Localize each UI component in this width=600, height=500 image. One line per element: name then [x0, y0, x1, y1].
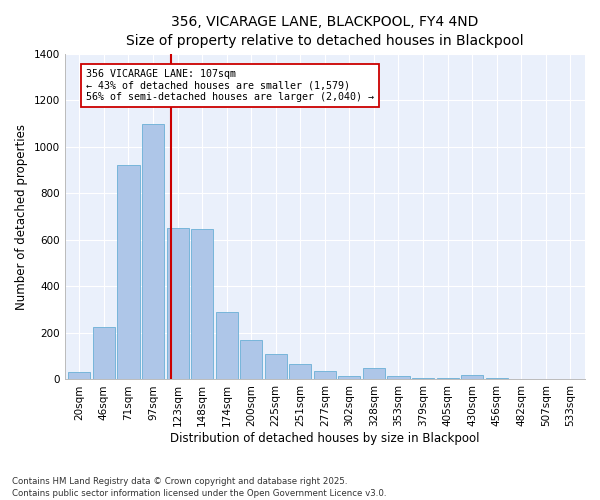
- Bar: [388, 376, 410, 380]
- Title: 356, VICARAGE LANE, BLACKPOOL, FY4 4ND
Size of property relative to detached hou: 356, VICARAGE LANE, BLACKPOOL, FY4 4ND S…: [126, 15, 524, 48]
- Bar: [215, 312, 238, 380]
- Bar: [437, 378, 458, 380]
- Bar: [118, 166, 140, 380]
- X-axis label: Distribution of detached houses by size in Blackpool: Distribution of detached houses by size …: [170, 432, 479, 445]
- Bar: [142, 124, 164, 380]
- Bar: [314, 372, 336, 380]
- Bar: [167, 228, 188, 380]
- Bar: [338, 376, 361, 380]
- Bar: [485, 378, 508, 380]
- Text: Contains HM Land Registry data © Crown copyright and database right 2025.
Contai: Contains HM Land Registry data © Crown c…: [12, 476, 386, 498]
- Bar: [240, 340, 262, 380]
- Bar: [363, 368, 385, 380]
- Bar: [289, 364, 311, 380]
- Y-axis label: Number of detached properties: Number of detached properties: [15, 124, 28, 310]
- Bar: [68, 372, 91, 380]
- Bar: [93, 327, 115, 380]
- Bar: [191, 230, 213, 380]
- Bar: [461, 375, 483, 380]
- Bar: [412, 378, 434, 380]
- Bar: [265, 354, 287, 380]
- Text: 356 VICARAGE LANE: 107sqm
← 43% of detached houses are smaller (1,579)
56% of se: 356 VICARAGE LANE: 107sqm ← 43% of detac…: [86, 69, 374, 102]
